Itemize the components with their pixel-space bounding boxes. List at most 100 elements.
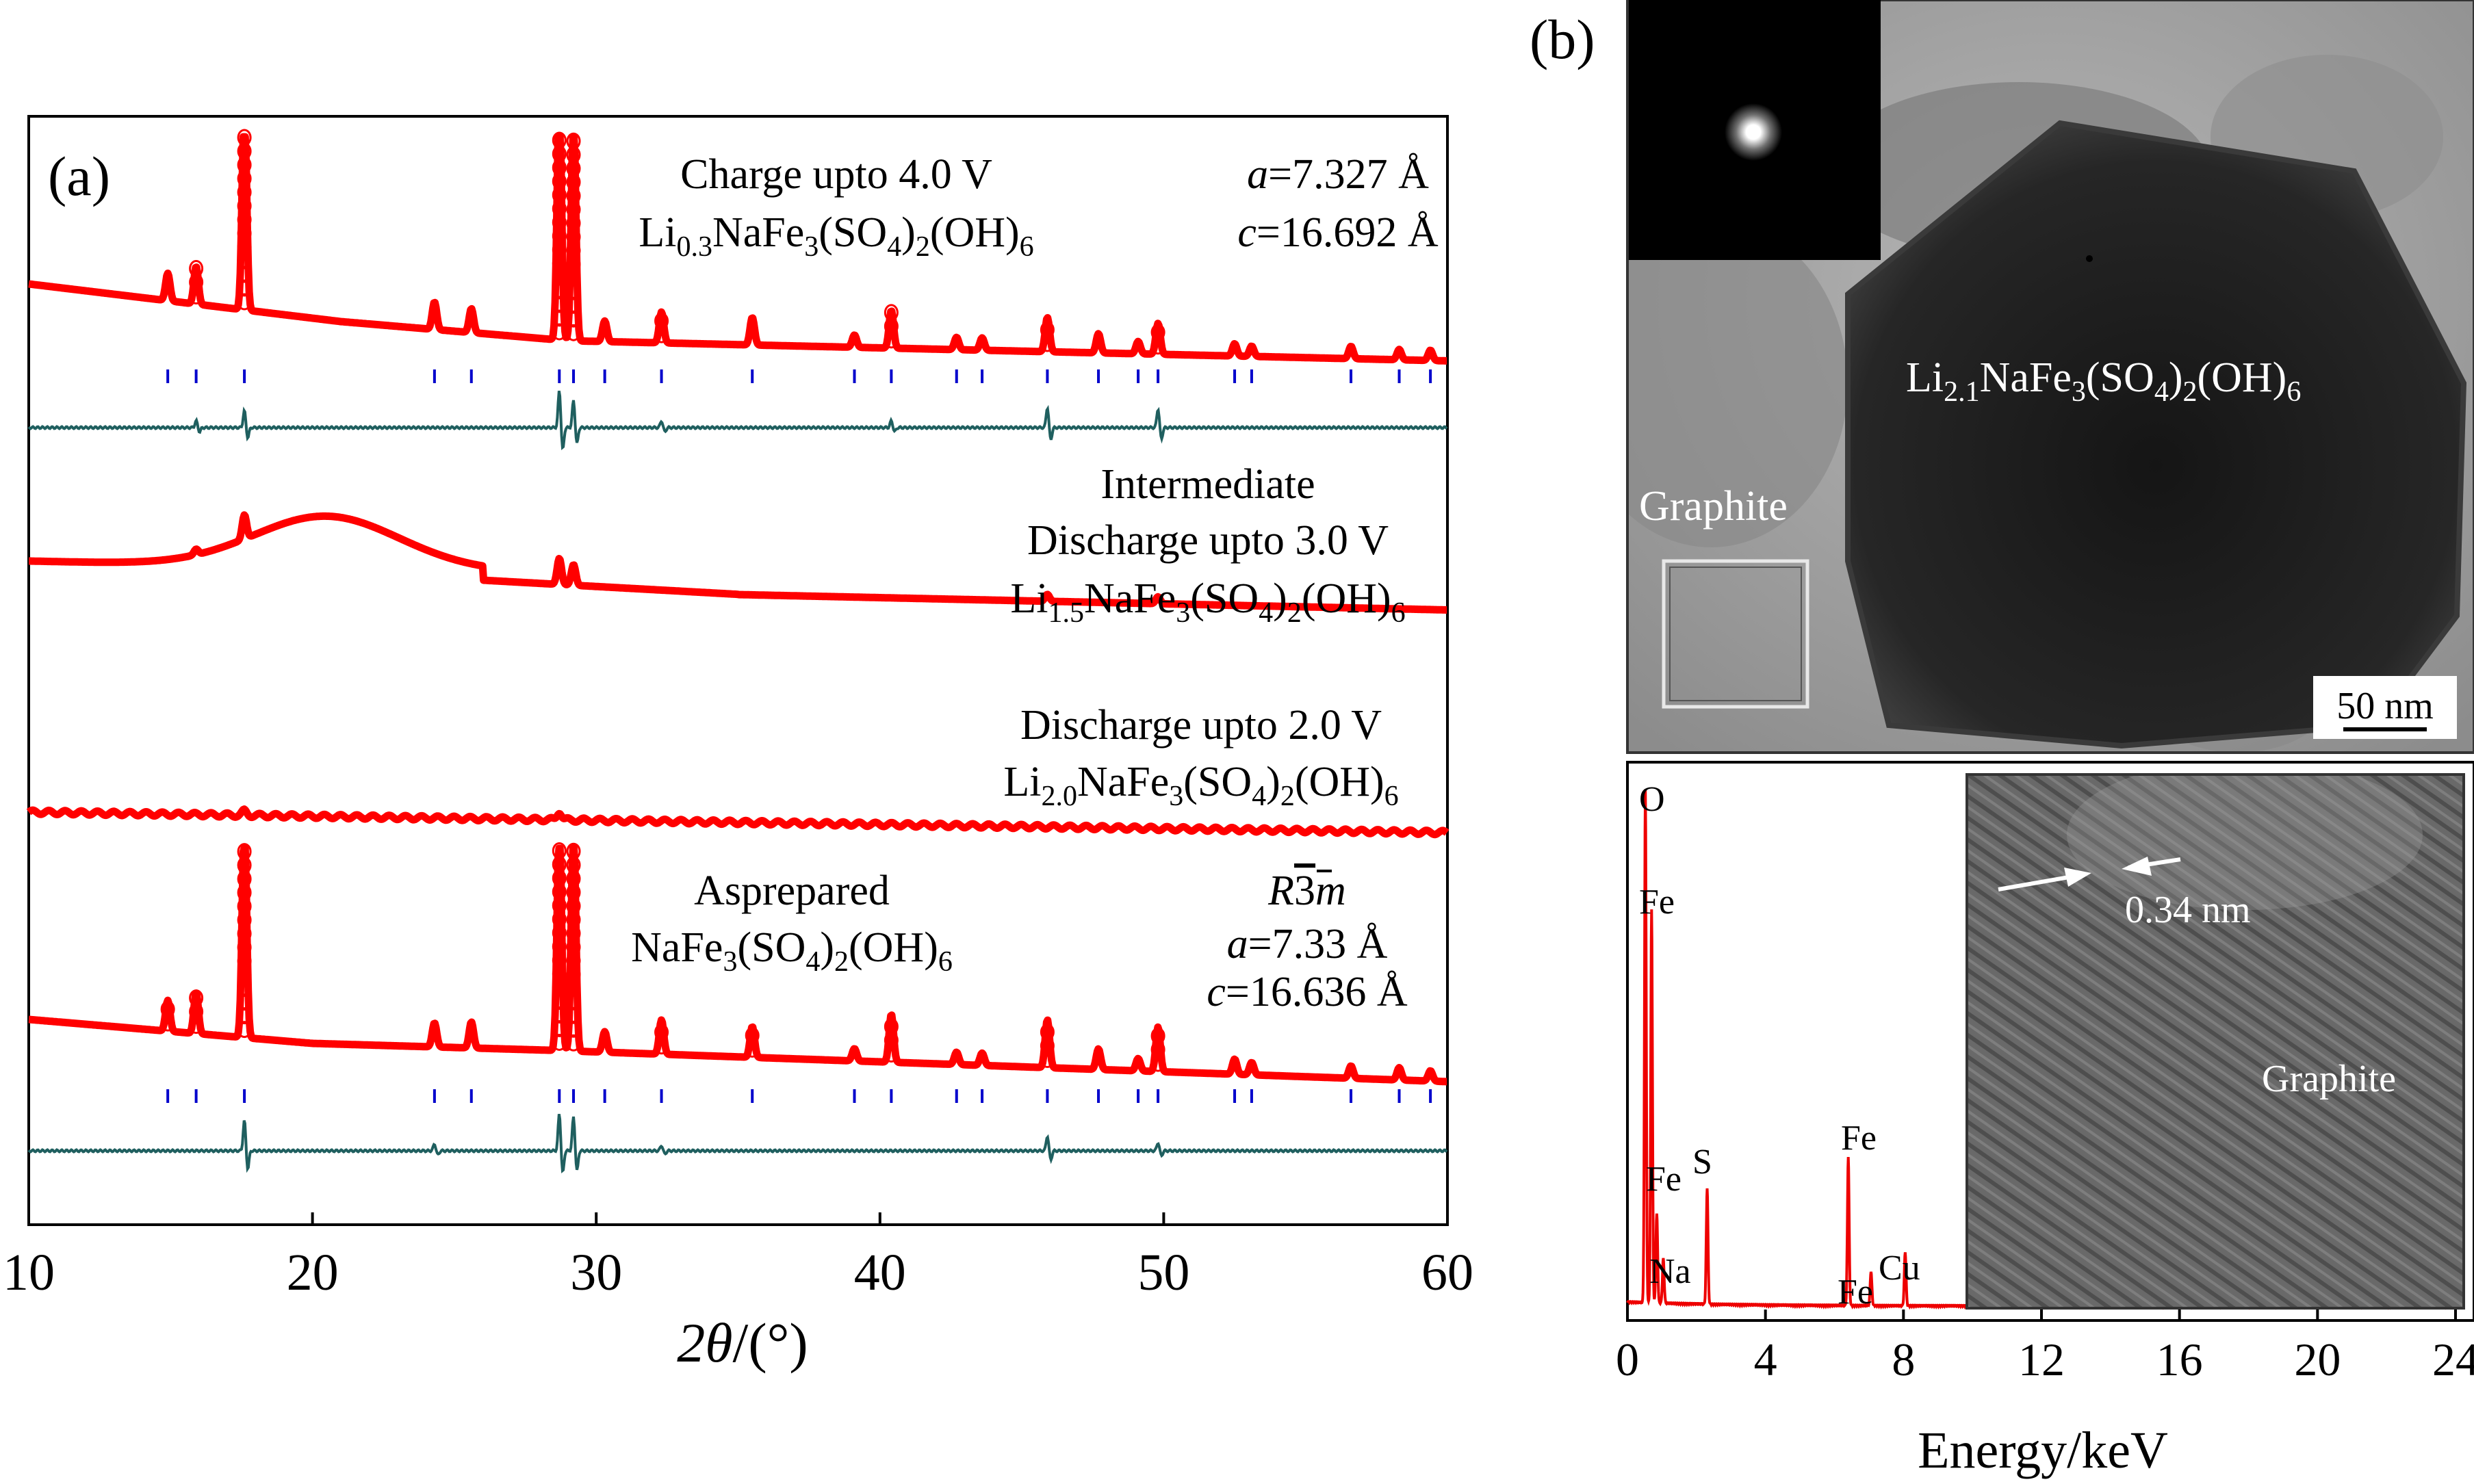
- charge-4v-obs-marker: [237, 197, 252, 215]
- graphite-box: [1662, 559, 1809, 709]
- charge-4v-obs-marker: [566, 296, 581, 314]
- asprepared-obs-marker: [552, 842, 567, 859]
- eds-x-ticks: 0 4 8 12 16 20 24: [1616, 1310, 2474, 1385]
- charge-4v-obs-marker: [237, 265, 252, 283]
- spacing-arrow-left-head: [2064, 868, 2091, 887]
- asprepared-obs-marker: [237, 857, 252, 874]
- asprepared-obs-marker: [552, 1019, 567, 1037]
- charge-4v-obs-marker: [552, 323, 567, 341]
- eds-peak-label: Na: [1649, 1252, 1691, 1291]
- asprepared-obs-marker: [237, 884, 252, 902]
- charge-4v-obs-marker: [237, 211, 252, 229]
- asprepared-obs-marker: [566, 870, 581, 887]
- charge-4v-obs-marker: [552, 268, 567, 286]
- asprepared-obs-marker: [237, 980, 252, 998]
- hrtem-inset: [1967, 774, 2464, 1308]
- charge-4v-obs-marker: [237, 252, 252, 270]
- asprepared-obs-marker: [566, 911, 581, 928]
- f1-sub2: 3: [804, 231, 819, 263]
- xrd-tick-label: 10: [3, 1244, 55, 1301]
- asprepared-obs-marker: [552, 924, 567, 941]
- charge-4v-obs-marker: [566, 310, 581, 328]
- charge-4v-obs-marker: [566, 255, 581, 273]
- scale-bar-label: 50 nm: [2336, 685, 2434, 727]
- tem-label-graphite: Graphite: [1639, 483, 1788, 530]
- asprepared-obs-marker: [189, 989, 204, 1007]
- charge-4v-obs-marker: [552, 227, 567, 245]
- charge-4v-obs-marker: [552, 159, 567, 177]
- asprepared-obs-marker: [566, 993, 581, 1011]
- f1-mid: NaFe: [712, 209, 804, 256]
- charge-4v-obs-marker: [654, 326, 669, 343]
- charge-4v-obs-marker: [189, 287, 204, 304]
- asprepared-obs-marker: [552, 855, 567, 873]
- charge-4v-obs-marker: [566, 324, 581, 341]
- asprepared-obs-marker: [884, 1032, 899, 1050]
- eds-peak-label: Fe: [1838, 1273, 1873, 1312]
- asprepared-obs-marker: [189, 1003, 204, 1021]
- asprepared-obs-marker: [237, 1007, 252, 1025]
- xrd-tick-label: 50: [1137, 1244, 1189, 1301]
- lattice-a-charge: a=7.327 Å: [1247, 151, 1429, 198]
- charge-4v-obs-marker: [552, 213, 567, 231]
- tem-crystal: [1845, 120, 2467, 749]
- f1-sub1: 0.3: [676, 231, 712, 263]
- space-group: R3m: [1267, 868, 1346, 914]
- tem-formula: Li2.1NaFe3(SO4)2(OH)6: [1906, 354, 2301, 408]
- hrtem-spacing-label: 0.34 nm: [2125, 889, 2251, 931]
- charge-4v-obs-marker: [566, 200, 581, 218]
- asprepared-obs-marker: [552, 869, 567, 887]
- charge-4v-obs-marker: [552, 296, 567, 313]
- tem-particle-left: [1627, 219, 1848, 547]
- asprepared-obs-marker: [237, 966, 252, 984]
- spacing-arrow-right-head: [2122, 857, 2152, 876]
- charge-4v-obs-marker: [552, 172, 567, 190]
- charge-4v-obs-marker: [552, 241, 567, 259]
- asprepared-obs-marker: [237, 925, 252, 943]
- asprepared-obs-marker: [566, 1006, 581, 1024]
- xrd-tick-label: 60: [1421, 1244, 1473, 1301]
- charge-4v-obs-marker: [552, 200, 567, 218]
- asprepared-obs-marker: [566, 856, 581, 874]
- charge-4v-obs-marker: [189, 260, 204, 277]
- asprepared-obs-marker: [160, 1000, 175, 1018]
- charge-4v-obs-marker: [1150, 337, 1165, 355]
- asprepared-obs-marker: [552, 965, 567, 982]
- lattice-a-asprep: a=7.33 Å: [1227, 921, 1388, 967]
- charge-4v-obs-marker: [566, 269, 581, 287]
- asprepared-obs-marker: [552, 1033, 567, 1051]
- discharge-3v-observed: [26, 511, 1450, 614]
- asprepared-obs-marker: [566, 883, 581, 901]
- charge-4v-obs-marker: [552, 282, 567, 300]
- formula-asprepared: NaFe3(SO4)2(OH)6: [631, 924, 953, 978]
- charge-4v-obs-marker: [566, 214, 581, 232]
- asprepared-obs-marker: [237, 952, 252, 970]
- charge-4v-obs-marker: [566, 187, 581, 205]
- asprepared-obs-marker: [884, 1018, 899, 1036]
- asprepared-obs-marker: [237, 1021, 252, 1039]
- asprepared-obs-marker: [237, 939, 252, 956]
- charge-4v-obs-marker: [1040, 335, 1055, 352]
- charge-4v-obs-marker: [884, 331, 899, 349]
- eds-tick-label: 24: [2432, 1333, 2474, 1385]
- asprepared-obs-marker: [566, 1034, 581, 1052]
- charge-4v-obs-marker: [237, 224, 252, 242]
- charge-4v-obs-marker: [884, 317, 899, 335]
- label-discharge-3v: Discharge upto 3.0 V: [1027, 517, 1389, 564]
- charge-4v-obs-marker: [237, 238, 252, 256]
- tem-dot: [2086, 255, 2093, 262]
- eds-peak-label: Fe: [1639, 883, 1675, 922]
- xrd-tick-label: 30: [570, 1244, 622, 1301]
- asprepared-obs-marker: [1040, 1024, 1055, 1041]
- asprepared-obs-marker: [237, 911, 252, 929]
- xrd-x-ticks: 10 20 30 40 50 60: [3, 1212, 1473, 1301]
- tem-frame: [1626, 0, 2474, 754]
- asprepared-obs-marker: [1040, 1037, 1055, 1055]
- lattice-c-asprep: c=16.636 Å: [1207, 969, 1407, 1015]
- charge-4v-difference: [27, 390, 1448, 451]
- asprepared-obs-marker: [1150, 1041, 1165, 1058]
- xrd-tick-label: 40: [854, 1244, 906, 1301]
- asprepared-obs-marker: [1150, 1027, 1165, 1045]
- lattice-c-charge: c=16.692 Å: [1237, 209, 1438, 256]
